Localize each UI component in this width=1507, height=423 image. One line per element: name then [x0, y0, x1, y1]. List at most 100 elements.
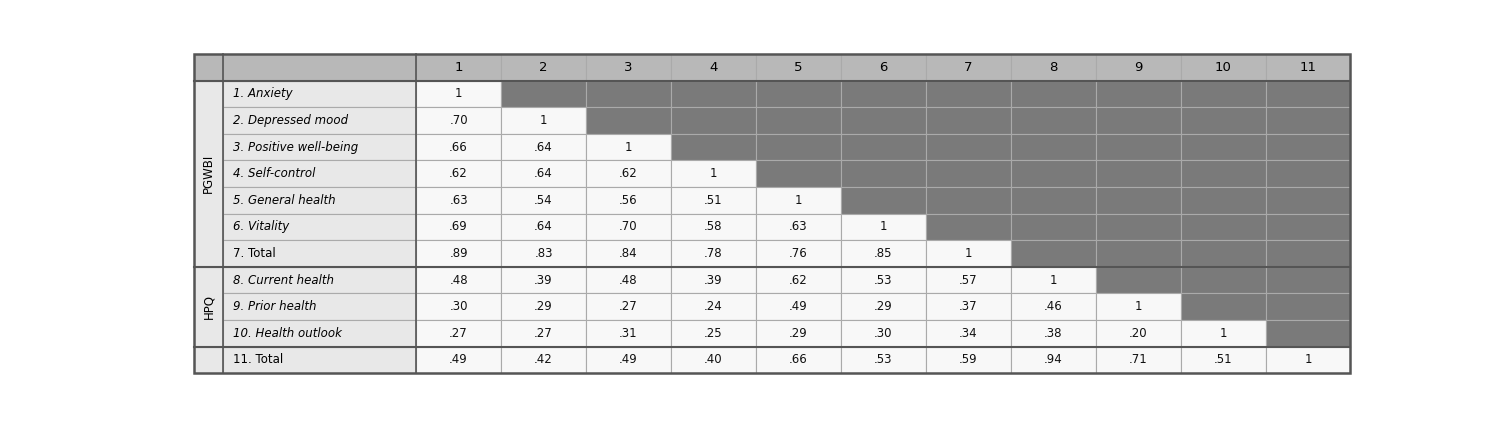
Text: .53: .53	[874, 274, 892, 287]
Text: .31: .31	[619, 327, 637, 340]
Text: .49: .49	[790, 300, 808, 313]
Text: .49: .49	[619, 353, 637, 366]
Text: 1: 1	[455, 88, 463, 100]
Bar	[1266, 320, 1350, 346]
Text: 5. General health: 5. General health	[232, 194, 336, 207]
Bar	[586, 160, 671, 187]
Bar	[1180, 240, 1266, 267]
Bar	[223, 214, 416, 240]
Bar	[223, 107, 416, 134]
Bar	[1180, 107, 1266, 134]
Bar	[925, 214, 1011, 240]
Bar	[194, 81, 223, 267]
Bar	[416, 267, 500, 294]
Text: 1: 1	[710, 167, 717, 180]
Text: .27: .27	[619, 300, 637, 313]
Text: .62: .62	[449, 167, 469, 180]
Bar	[841, 320, 925, 346]
Bar	[1180, 346, 1266, 373]
Bar	[1266, 294, 1350, 320]
Text: 9: 9	[1133, 61, 1142, 74]
Text: .66: .66	[449, 140, 469, 154]
Text: .42: .42	[533, 353, 553, 366]
Bar	[223, 294, 416, 320]
Bar	[500, 240, 586, 267]
Bar	[671, 54, 757, 81]
Bar	[586, 294, 671, 320]
Bar	[586, 54, 671, 81]
Bar	[586, 187, 671, 214]
Bar	[757, 267, 841, 294]
Bar	[757, 214, 841, 240]
Bar	[1266, 107, 1350, 134]
Bar	[416, 240, 500, 267]
Bar	[841, 267, 925, 294]
Bar	[1266, 240, 1350, 267]
Bar	[223, 54, 416, 81]
Bar	[671, 240, 757, 267]
Bar	[1180, 54, 1266, 81]
Bar	[1011, 267, 1096, 294]
Bar	[925, 160, 1011, 187]
Bar	[841, 134, 925, 160]
Bar	[671, 214, 757, 240]
Bar	[1096, 187, 1180, 214]
Text: .66: .66	[790, 353, 808, 366]
Text: 6. Vitality: 6. Vitality	[232, 220, 289, 233]
Bar	[586, 267, 671, 294]
Bar	[586, 214, 671, 240]
Bar	[416, 294, 500, 320]
Bar	[586, 346, 671, 373]
Bar	[671, 160, 757, 187]
Bar	[671, 267, 757, 294]
Text: .25: .25	[704, 327, 723, 340]
Text: 10. Health outlook: 10. Health outlook	[232, 327, 342, 340]
Bar	[1011, 346, 1096, 373]
Bar	[1266, 214, 1350, 240]
Bar	[1011, 160, 1096, 187]
Bar	[925, 107, 1011, 134]
Text: 1: 1	[964, 247, 972, 260]
Bar	[586, 320, 671, 346]
Text: 7: 7	[964, 61, 972, 74]
Text: .89: .89	[449, 247, 467, 260]
Text: 11. Total: 11. Total	[232, 353, 283, 366]
Text: .24: .24	[704, 300, 723, 313]
Bar	[1266, 187, 1350, 214]
Text: .57: .57	[958, 274, 978, 287]
Text: .64: .64	[533, 140, 553, 154]
Bar	[500, 267, 586, 294]
Bar	[223, 346, 416, 373]
Bar	[841, 240, 925, 267]
Bar	[500, 107, 586, 134]
Text: .48: .48	[619, 274, 637, 287]
Text: .29: .29	[874, 300, 892, 313]
Text: .69: .69	[449, 220, 469, 233]
Bar	[1096, 346, 1180, 373]
Text: .53: .53	[874, 353, 892, 366]
Text: .94: .94	[1044, 353, 1062, 366]
Bar	[194, 346, 223, 373]
Bar	[925, 54, 1011, 81]
Bar	[671, 346, 757, 373]
Bar	[586, 107, 671, 134]
Bar	[1011, 107, 1096, 134]
Bar	[671, 294, 757, 320]
Text: 8: 8	[1049, 61, 1058, 74]
Text: .46: .46	[1044, 300, 1062, 313]
Bar	[925, 187, 1011, 214]
Bar	[586, 81, 671, 107]
Text: 1: 1	[454, 61, 463, 74]
Text: 2. Depressed mood: 2. Depressed mood	[232, 114, 348, 127]
Text: 1. Anxiety: 1. Anxiety	[232, 88, 292, 100]
Text: 6: 6	[879, 61, 888, 74]
Bar	[1266, 267, 1350, 294]
Bar	[1180, 214, 1266, 240]
Bar	[416, 160, 500, 187]
Bar	[925, 294, 1011, 320]
Text: 1: 1	[1135, 300, 1142, 313]
Text: .48: .48	[449, 274, 467, 287]
Bar	[586, 240, 671, 267]
Bar	[1096, 81, 1180, 107]
Bar	[1096, 240, 1180, 267]
